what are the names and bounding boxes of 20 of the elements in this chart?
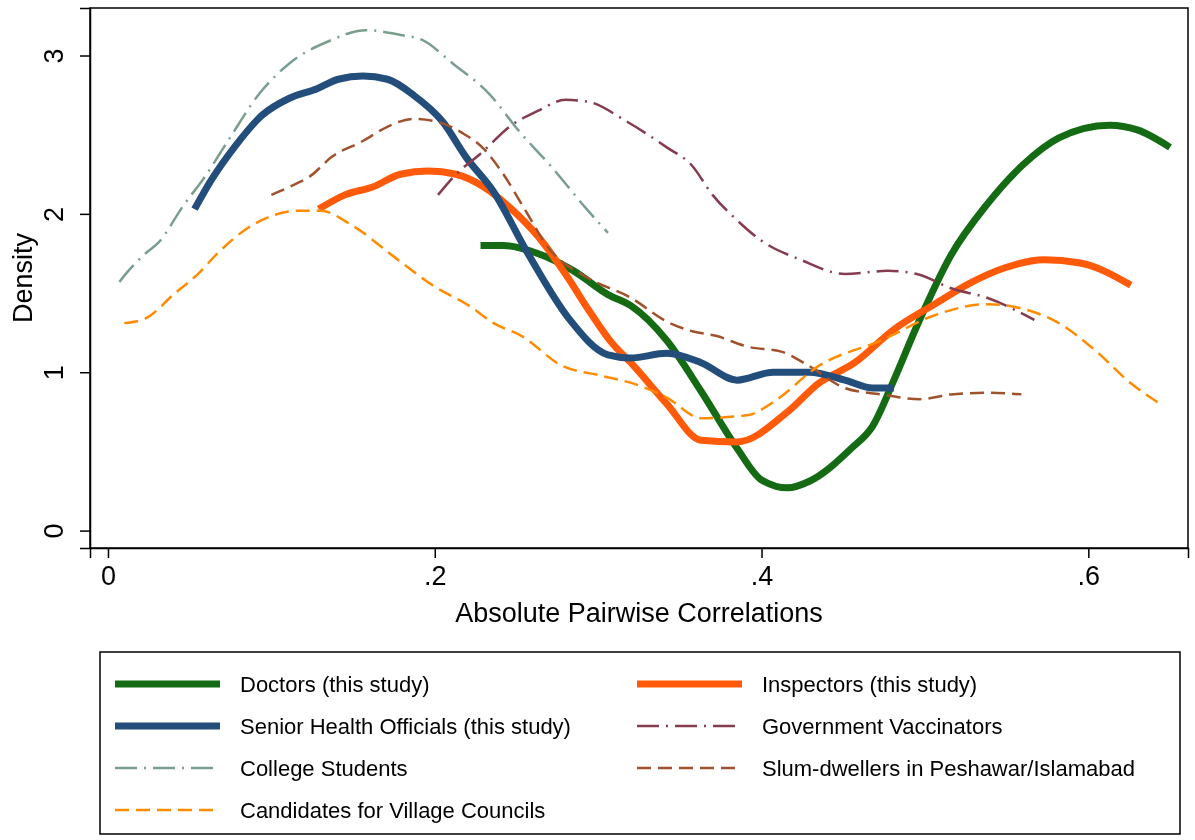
line-series (270, 117, 1023, 401)
legend-label: Doctors (this study) (240, 671, 430, 697)
x-tick-label: .4 (750, 561, 774, 592)
y-tick-label: 0 (39, 523, 70, 539)
y-tick-label: 2 (39, 206, 70, 222)
y-tick-label: 3 (39, 48, 70, 64)
legend-label: Government Vaccinators (762, 713, 1003, 739)
legend-label: College Students (240, 755, 408, 781)
y-tick-label: 1 (39, 365, 70, 381)
x-tick-label: 0 (100, 561, 116, 592)
x-tick-label: .6 (1077, 561, 1101, 592)
line-series (118, 28, 610, 284)
x-axis-title: Absolute Pairwise Correlations (455, 598, 823, 628)
legend-label: Inspectors (this study) (762, 671, 978, 697)
line-series (436, 98, 1036, 322)
x-tick-label: .2 (423, 561, 447, 592)
legend-label: Candidates for Village Councils (240, 797, 546, 823)
legend-label: Senior Health Officials (this study) (240, 713, 571, 739)
y-axis-title: Density (8, 232, 38, 324)
legend-label: Slum-dwellers in Peshawar/Islamabad (762, 755, 1135, 781)
